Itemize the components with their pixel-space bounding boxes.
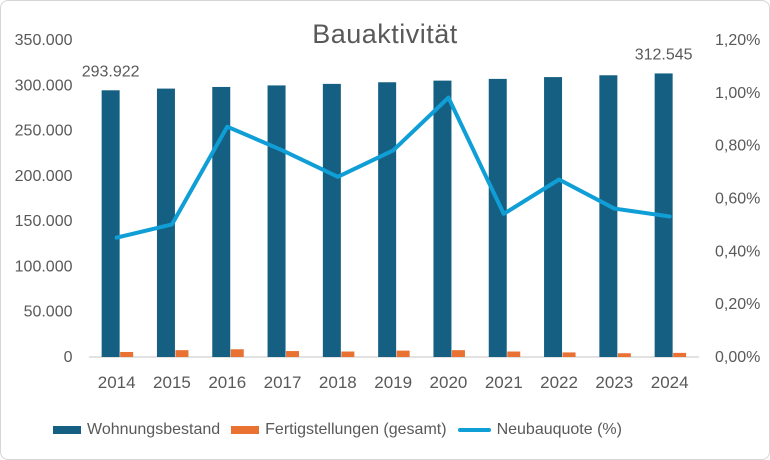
bar-wohnungsbestand-2015 — [156, 88, 175, 357]
chart-title: Bauaktivität — [312, 19, 458, 49]
legend-label-neubauquote: Neubauquote (%) — [496, 421, 622, 438]
bar-fertigstellungen-2021 — [507, 351, 521, 357]
left-axis-tick-0: 0 — [64, 349, 73, 366]
bar-wohnungsbestand-2021 — [488, 78, 507, 358]
legend-swatch-neubauquote — [457, 428, 491, 432]
bar-fertigstellungen-2024 — [673, 352, 687, 357]
bar-fertigstellungen-2015 — [175, 350, 189, 357]
left-axis-tick-150.000: 150.000 — [15, 213, 73, 230]
left-axis-tick-300.000: 300.000 — [15, 77, 73, 94]
legend-item-fertigstellungen: Fertigstellungen (gesamt) — [231, 421, 447, 439]
data-label-312.545: 312.545 — [635, 46, 693, 63]
x-axis-label-2015: 2015 — [153, 373, 191, 392]
bar-fertigstellungen-2017 — [286, 351, 300, 357]
bar-fertigstellungen-2019 — [396, 350, 410, 357]
right-axis-tick-0,20%: 0,20% — [715, 296, 760, 313]
left-axis-tick-350.000: 350.000 — [15, 32, 73, 49]
bar-fertigstellungen-2014 — [120, 351, 134, 357]
bar-fertigstellungen-2016 — [230, 349, 244, 357]
x-axis-label-2022: 2022 — [540, 373, 578, 392]
right-axis-tick-0,00%: 0,00% — [715, 349, 760, 366]
bar-wohnungsbestand-2018 — [322, 83, 341, 357]
bar-fertigstellungen-2020 — [451, 350, 465, 357]
bar-wohnungsbestand-2020 — [433, 80, 452, 357]
left-axis-tick-250.000: 250.000 — [15, 123, 73, 140]
x-axis-label-2017: 2017 — [264, 373, 302, 392]
x-axis-label-2016: 2016 — [208, 373, 246, 392]
line-neubauquote — [114, 95, 672, 240]
bar-wohnungsbestand-2016 — [212, 86, 231, 358]
bar-wohnungsbestand-2017 — [267, 85, 286, 358]
x-axis-label-2023: 2023 — [595, 373, 633, 392]
bar-fertigstellungen-2023 — [617, 353, 631, 357]
bar-wohnungsbestand-2014 — [101, 90, 120, 357]
right-axis-tick-0,60%: 0,60% — [715, 191, 760, 208]
bar-fertigstellungen-2022 — [562, 352, 576, 357]
bar-fertigstellungen-2018 — [341, 351, 355, 357]
legend-swatch-fertigstellungen — [231, 426, 260, 434]
data-label-293.922: 293.922 — [82, 63, 140, 80]
x-axis-label-2024: 2024 — [651, 373, 689, 392]
right-axis-tick-1,00%: 1,00% — [715, 85, 760, 102]
legend: Wohnungsbestand Fertigstellungen (gesamt… — [53, 421, 622, 439]
left-axis-tick-50.000: 50.000 — [24, 304, 73, 321]
x-axis-label-2019: 2019 — [374, 373, 412, 392]
x-axis-label-2020: 2020 — [430, 373, 468, 392]
legend-item-neubauquote: Neubauquote (%) — [457, 421, 622, 439]
bar-wohnungsbestand-2022 — [544, 77, 563, 357]
x-axis-label-2021: 2021 — [485, 373, 523, 392]
left-axis-tick-100.000: 100.000 — [15, 258, 73, 275]
legend-label-wohnungsbestand: Wohnungsbestand — [87, 421, 221, 438]
right-axis-tick-1,20%: 1,20% — [715, 32, 760, 49]
x-axis-label-2018: 2018 — [319, 373, 357, 392]
bar-wohnungsbestand-2019 — [378, 82, 397, 357]
bar-wohnungsbestand-2023 — [599, 75, 618, 358]
right-axis-tick-0,40%: 0,40% — [715, 243, 760, 260]
legend-label-fertigstellungen: Fertigstellungen (gesamt) — [265, 421, 447, 438]
legend-swatch-wohnungsbestand — [53, 426, 81, 434]
left-axis-tick-200.000: 200.000 — [15, 168, 73, 185]
x-axis-label-2014: 2014 — [98, 373, 136, 392]
right-axis-tick-0,80%: 0,80% — [715, 138, 760, 155]
legend-item-wohnungsbestand: Wohnungsbestand — [53, 421, 220, 439]
